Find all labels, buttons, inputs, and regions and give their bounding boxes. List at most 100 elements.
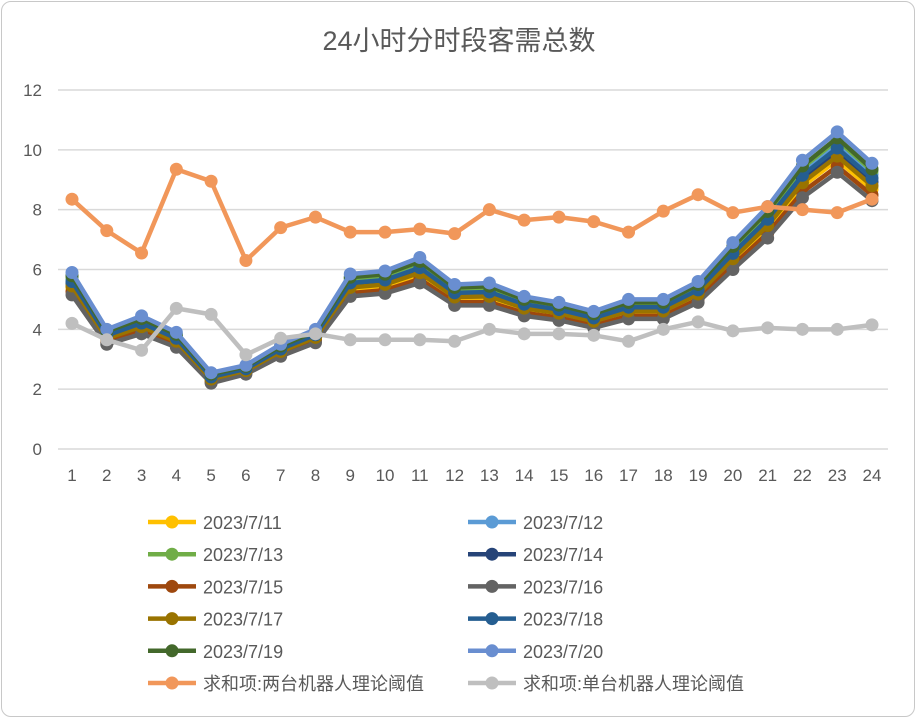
legend-marker xyxy=(165,515,179,529)
legend-label: 2023/7/11 xyxy=(203,513,282,533)
legend-label: 2023/7/14 xyxy=(523,545,603,565)
data-point xyxy=(65,192,79,206)
data-point xyxy=(343,267,357,281)
data-point xyxy=(761,231,775,245)
legend-label: 求和项:单台机器人理论阈值 xyxy=(523,674,744,694)
data-point xyxy=(169,325,183,339)
x-tick-label: 12 xyxy=(445,466,464,485)
x-tick-label: 5 xyxy=(206,466,215,485)
legend-label: 2023/7/16 xyxy=(523,577,603,597)
legend-marker xyxy=(165,579,179,593)
x-tick-label: 16 xyxy=(584,466,603,485)
x-tick-label: 23 xyxy=(828,466,847,485)
y-tick-label: 8 xyxy=(33,201,42,220)
data-point xyxy=(691,274,705,288)
data-point xyxy=(830,206,844,220)
data-point xyxy=(865,156,879,170)
data-point xyxy=(448,334,462,348)
x-tick-label: 15 xyxy=(549,466,568,485)
legend-label: 2023/7/12 xyxy=(523,513,603,533)
data-point xyxy=(865,171,879,185)
x-tick-label: 8 xyxy=(311,466,320,485)
series-line xyxy=(70,149,874,381)
data-point xyxy=(378,333,392,347)
data-point xyxy=(622,225,636,239)
legend-marker xyxy=(165,676,179,690)
data-point xyxy=(761,321,775,335)
x-tick-label: 20 xyxy=(723,466,742,485)
data-point xyxy=(65,265,79,279)
data-point xyxy=(622,334,636,348)
x-tick-label: 6 xyxy=(241,466,250,485)
data-point xyxy=(413,251,427,265)
data-point xyxy=(378,225,392,239)
legend-item: 2023/7/14 xyxy=(468,545,603,565)
data-point xyxy=(517,327,531,341)
data-point xyxy=(830,125,844,139)
legend-label: 2023/7/18 xyxy=(523,610,603,630)
legend-marker xyxy=(165,612,179,626)
y-tick-label: 4 xyxy=(33,320,42,339)
data-point xyxy=(865,192,879,206)
data-point xyxy=(517,289,531,303)
data-point xyxy=(726,324,740,338)
data-point xyxy=(343,333,357,347)
legend-item: 2023/7/17 xyxy=(148,610,283,630)
data-point xyxy=(135,246,149,260)
data-point xyxy=(795,203,809,217)
x-tick-label: 22 xyxy=(793,466,812,485)
data-point xyxy=(135,343,149,357)
x-tick-label: 4 xyxy=(172,466,181,485)
x-tick-label: 7 xyxy=(276,466,285,485)
legend-marker xyxy=(485,579,499,593)
legend-label: 2023/7/20 xyxy=(523,642,603,662)
data-point xyxy=(482,322,496,336)
data-point xyxy=(830,165,844,179)
y-tick-label: 2 xyxy=(33,380,42,399)
legend-item: 求和项:单台机器人理论阈值 xyxy=(468,674,744,694)
y-tick-label: 10 xyxy=(23,141,42,160)
data-point xyxy=(726,236,740,250)
x-tick-label: 11 xyxy=(411,466,429,485)
data-point xyxy=(239,358,253,372)
x-tick-label: 21 xyxy=(758,466,777,485)
legend-item: 2023/7/12 xyxy=(468,513,603,533)
data-point xyxy=(343,225,357,239)
x-tick-label: 24 xyxy=(863,466,882,485)
data-point xyxy=(239,348,253,362)
chart-title: 24小时分时段客需总数 xyxy=(322,26,595,56)
data-point xyxy=(448,277,462,291)
data-point xyxy=(378,286,392,300)
legend-item: 2023/7/11 xyxy=(148,513,282,533)
data-point xyxy=(100,322,114,336)
x-tick-label: 9 xyxy=(346,466,355,485)
x-tick-label: 13 xyxy=(480,466,499,485)
data-point xyxy=(587,304,601,318)
data-point xyxy=(378,264,392,278)
y-tick-label: 0 xyxy=(33,440,42,459)
legend-item: 2023/7/15 xyxy=(148,577,283,597)
data-point xyxy=(726,206,740,220)
series-line xyxy=(70,145,874,380)
data-point xyxy=(308,327,322,341)
data-point xyxy=(622,292,636,306)
data-point xyxy=(691,315,705,329)
data-point xyxy=(552,327,566,341)
series-line xyxy=(70,129,874,375)
data-point xyxy=(865,318,879,332)
legend-item: 2023/7/20 xyxy=(468,642,603,662)
data-point xyxy=(691,188,705,202)
data-point xyxy=(204,307,218,321)
x-tick-label: 17 xyxy=(619,466,638,485)
legend-item: 求和项:两台机器人理论阈值 xyxy=(148,674,424,694)
series-line xyxy=(70,153,874,382)
data-point xyxy=(100,224,114,238)
x-tick-label: 18 xyxy=(654,466,673,485)
y-tick-label: 6 xyxy=(33,261,42,280)
data-point xyxy=(482,298,496,312)
legend-marker xyxy=(485,515,499,529)
data-point xyxy=(413,222,427,236)
legend-item: 2023/7/13 xyxy=(148,545,283,565)
legend-item: 2023/7/19 xyxy=(148,642,283,662)
series-line xyxy=(70,141,874,378)
